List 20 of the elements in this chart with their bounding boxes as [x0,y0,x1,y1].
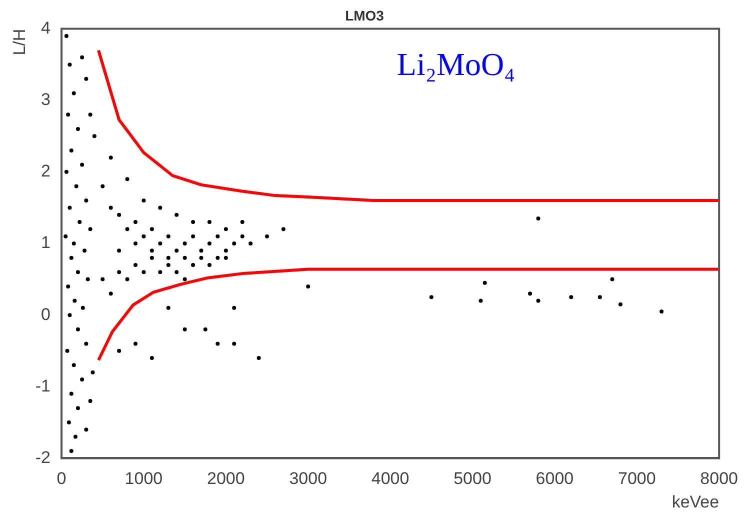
y-tick-label: 3 [41,90,51,110]
x-tick-label: 8000 [700,469,738,488]
chart-title: LMO3 [345,7,384,24]
y-tick-label: 2 [41,162,51,181]
y-tick-label: -2 [35,448,51,467]
x-tick-label: 6000 [536,469,574,488]
y-tick-label: 4 [41,18,51,38]
x-tick-label: 0 [56,469,66,488]
y-tick-label: 0 [41,304,51,324]
x-tick-label: 1000 [124,469,163,488]
x-tick-label: 7000 [618,469,656,488]
x-tick-label: 3000 [289,469,328,488]
y-tick-label: -1 [35,376,51,396]
x-tick-label: 4000 [371,469,410,488]
annotation: Li₂MoO₄ [396,46,516,82]
x-tick-label: 2000 [206,469,245,488]
y-tick-label: 1 [41,233,51,252]
y-axis-title: L/H [10,28,29,56]
x-axis-title: keVee [672,492,720,512]
x-tick-label: 5000 [454,469,492,488]
